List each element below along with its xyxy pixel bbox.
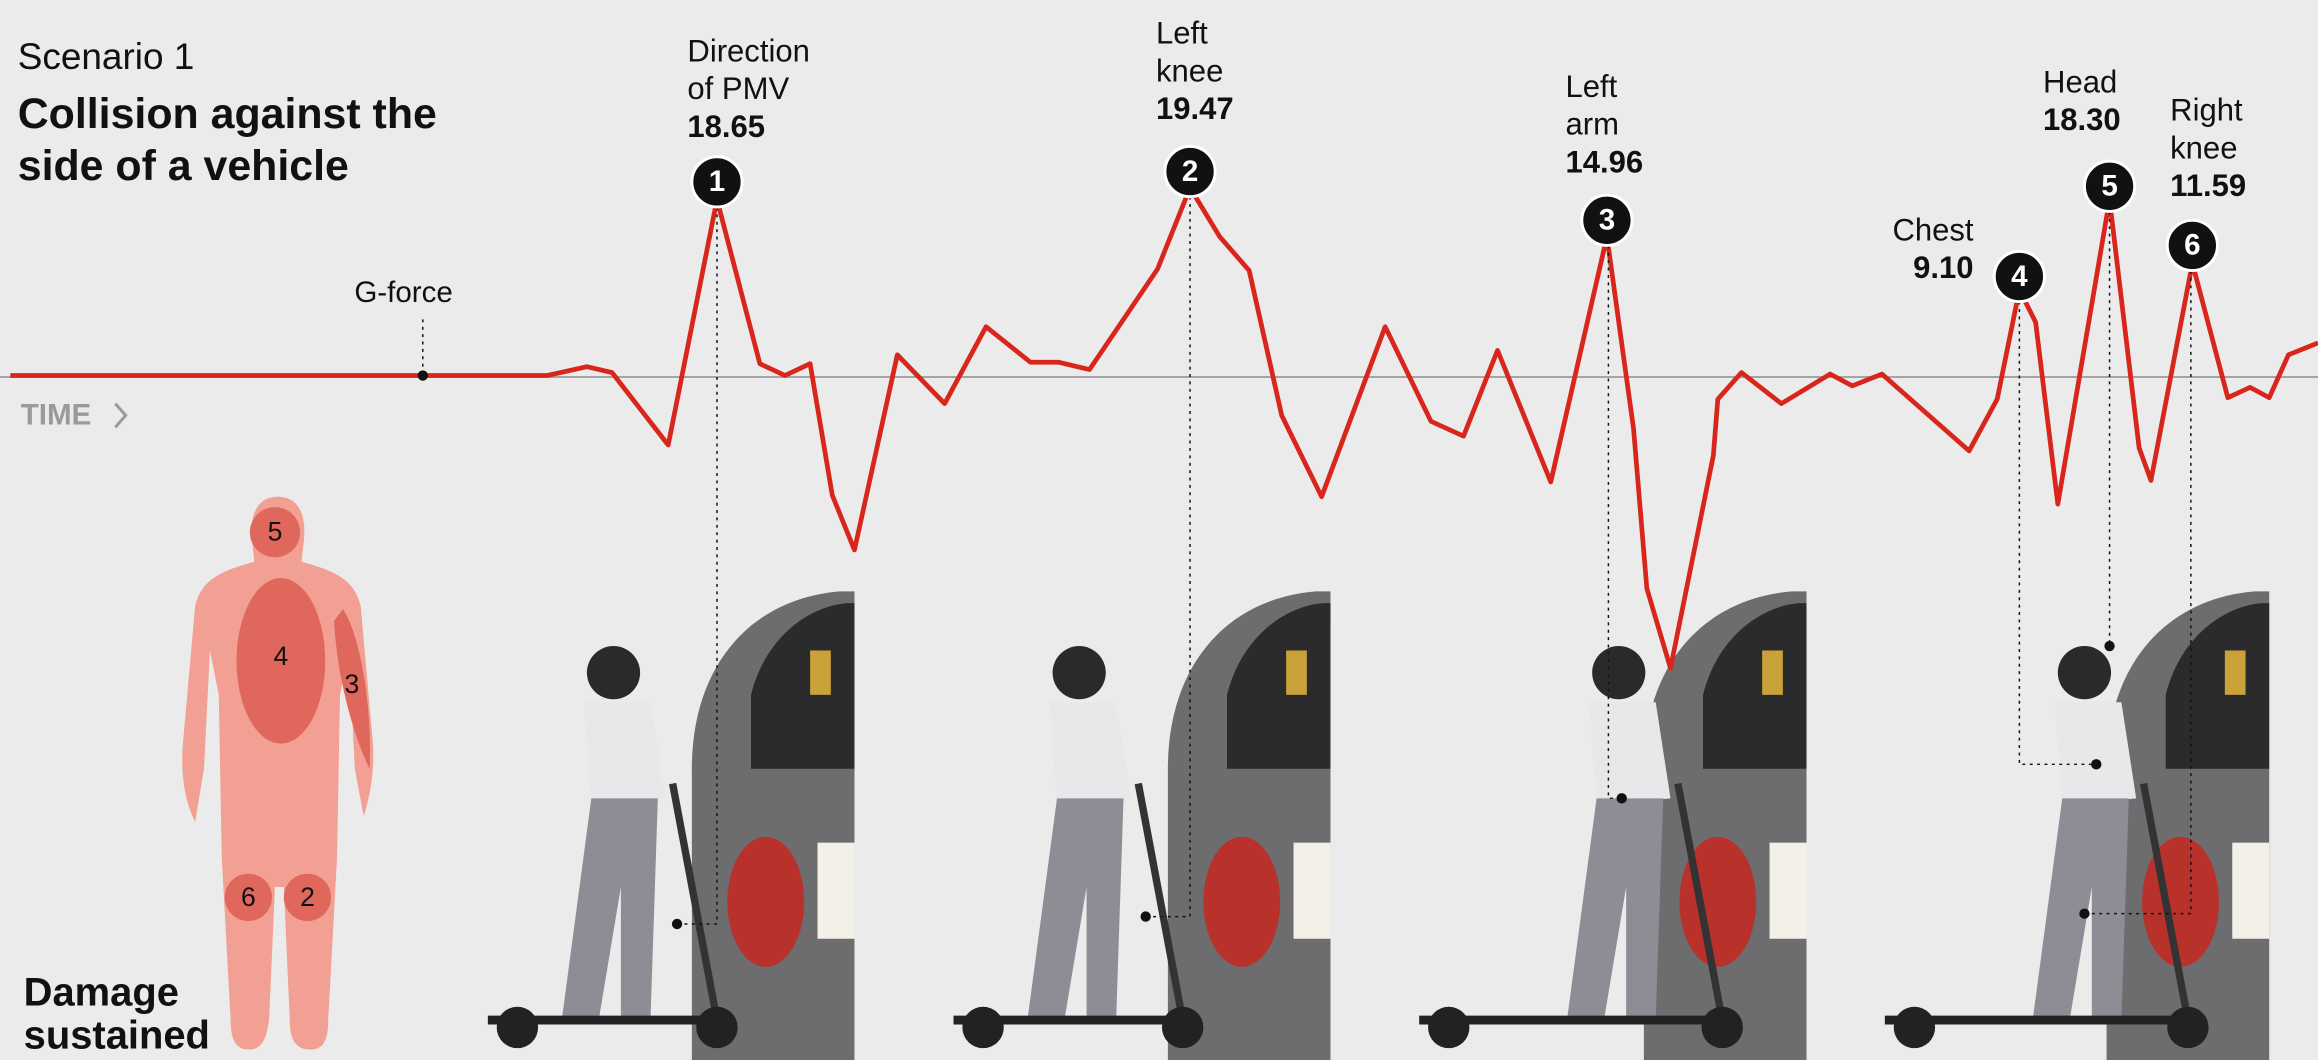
wheel <box>962 1007 1003 1048</box>
side-vent <box>1762 650 1783 694</box>
annotation-value: 9.10 <box>1913 250 1973 285</box>
wheel <box>2167 1007 2208 1048</box>
wheel <box>1894 1007 1935 1048</box>
annotation-label: of PMV <box>687 71 789 106</box>
region-number: 4 <box>273 641 288 671</box>
annotation-value: 18.30 <box>2043 102 2121 137</box>
leader-dot <box>1141 911 1151 921</box>
annotation-value: 14.96 <box>1566 144 1644 179</box>
annotation-label: Left <box>1156 16 1208 51</box>
series-label: G-force <box>354 276 453 309</box>
leader-dot <box>1617 793 1627 803</box>
helmet <box>587 646 640 699</box>
leader-dot <box>2091 759 2101 769</box>
marker-number: 4 <box>2011 260 2028 293</box>
side-vent <box>2225 650 2246 694</box>
caption-line: sustained <box>24 1013 210 1057</box>
leader-dot <box>2079 908 2089 918</box>
marker-number: 6 <box>2184 229 2200 262</box>
leader-dot <box>2104 641 2114 651</box>
region-number: 3 <box>344 669 359 699</box>
start-dot <box>418 370 428 380</box>
marker-number: 1 <box>709 165 725 198</box>
annotation-label: knee <box>2170 130 2237 165</box>
side-vent <box>810 650 831 694</box>
region-number: 6 <box>241 882 256 912</box>
tail-light <box>1203 837 1280 967</box>
title-line: side of a vehicle <box>18 142 349 190</box>
title-line: Collision against the <box>18 90 437 138</box>
region-number: 2 <box>300 882 315 912</box>
scenario-label: Scenario 1 <box>18 36 195 77</box>
infographic: Scenario 1 Collision against the side of… <box>0 0 2318 1060</box>
annotation-label: Chest <box>1892 212 1973 247</box>
wheel <box>1702 1007 1743 1048</box>
caption-line: Damage <box>24 970 179 1014</box>
time-label: TIME <box>21 399 92 432</box>
plate <box>2232 843 2269 939</box>
annotation-label: Left <box>1566 69 1618 104</box>
annotation-label: arm <box>1566 107 1619 142</box>
page: {"header": {"scenario": "Scenario 1", "t… <box>0 0 2318 1060</box>
marker-number: 3 <box>1599 204 1615 237</box>
region-number: 5 <box>268 517 283 547</box>
marker-number: 5 <box>2101 170 2117 203</box>
annotation-label: Head <box>2043 64 2117 99</box>
wheel <box>696 1007 737 1048</box>
annotation-label: Right <box>2170 93 2243 128</box>
wheel <box>1428 1007 1469 1048</box>
helmet <box>1592 646 1645 699</box>
annotation-value: 18.65 <box>687 109 765 144</box>
plate <box>1770 843 1807 939</box>
helmet <box>1053 646 1106 699</box>
annotation-value: 19.47 <box>1156 91 1234 126</box>
annotation-label: knee <box>1156 53 1223 88</box>
wheel <box>1162 1007 1203 1048</box>
plate <box>818 843 855 939</box>
side-vent <box>1286 650 1307 694</box>
plate <box>1294 843 1331 939</box>
annotation-value: 11.59 <box>2170 168 2246 203</box>
wheel <box>497 1007 538 1048</box>
marker-number: 2 <box>1182 155 1198 188</box>
leader-dot <box>672 919 682 929</box>
tail-light <box>727 837 804 967</box>
helmet <box>2058 646 2111 699</box>
annotation-label: Direction <box>687 33 809 68</box>
